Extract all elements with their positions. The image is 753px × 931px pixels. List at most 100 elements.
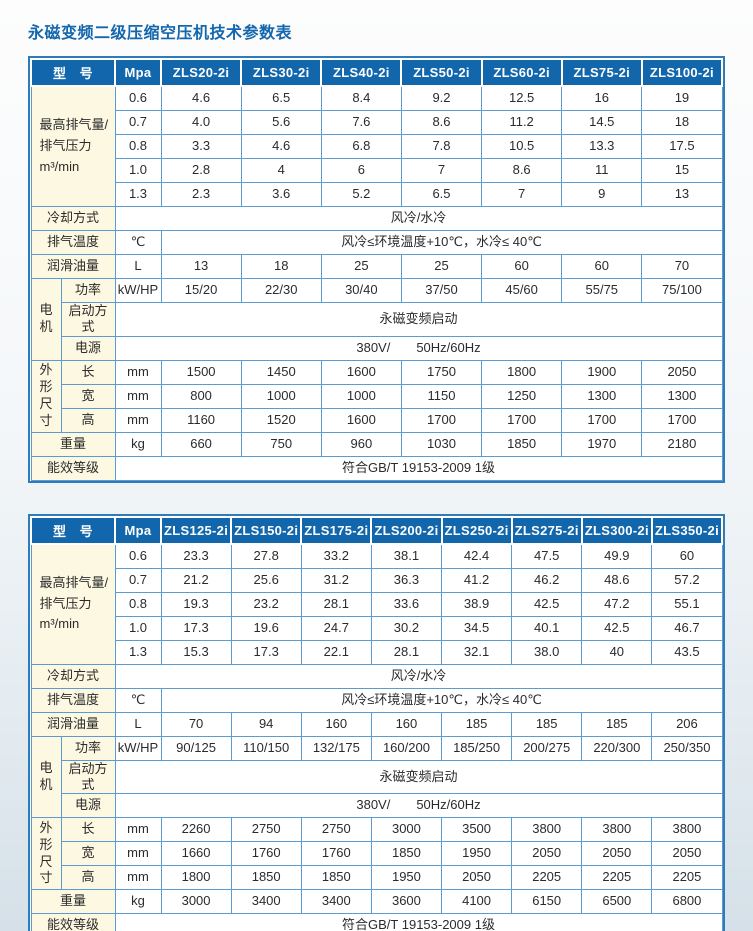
flow-row: 1.0 2.8 4 6 7 8.6 11 15: [31, 158, 723, 183]
dimension-value-cell: 1600: [320, 359, 402, 385]
lubricant-row: 润滑油量 L 13 18 25 25 60 60 70: [30, 254, 723, 279]
dimension-row-label: 宽: [60, 383, 116, 409]
weight-value-cell: 660: [160, 431, 242, 457]
flow-value-cell: 3.6: [240, 182, 322, 207]
model-column-header: ZLS350-2i: [650, 515, 724, 545]
flow-value-cell: 6.5: [240, 85, 322, 111]
flow-value-cell: 10.5: [481, 134, 563, 159]
flow-value-cell: 25.6: [230, 567, 302, 593]
energy-row: 能效等级 符合GB/T 19153-2009 1级: [30, 913, 723, 931]
flow-value-cell: 55.1: [651, 591, 723, 617]
flow-value-cell: 42.5: [511, 591, 583, 617]
lubricant-value-cell: 25: [400, 254, 483, 279]
power-row-label: 功率: [60, 278, 116, 303]
dimension-value-cell: 1850: [230, 865, 302, 890]
motor-group-label: 电 机: [30, 278, 62, 361]
power-value-cell: 22/30: [240, 278, 322, 303]
exhaust-unit-cell: ℃: [114, 230, 162, 255]
flow-value-cell: 19.3: [160, 591, 232, 617]
model-column-header: ZLS60-2i: [480, 58, 563, 87]
weight-value-cell: 6150: [511, 889, 583, 914]
flow-value-cell: 8.4: [320, 85, 402, 111]
lubricant-value-cell: 60: [561, 254, 643, 279]
motor-start-row: 启动方式 永磁变频启动: [31, 302, 723, 337]
power-value-cell: 185/250: [440, 735, 513, 761]
flow-row: 1.3 15.3 17.3 22.1 28.1 32.1 38.0 40 43.5: [31, 639, 723, 665]
power-unit-cell: kW/HP: [114, 278, 162, 303]
flow-value-cell: 32.1: [440, 639, 513, 665]
start-row-label: 启动方式: [60, 302, 116, 337]
dimension-value-cell: 1760: [230, 841, 302, 866]
flow-value-cell: 46.2: [511, 567, 583, 593]
flow-row: 1.3 2.3 3.6 5.2 6.5 7 9 13: [31, 182, 723, 207]
dimension-value-cell: 2750: [300, 817, 372, 842]
dimension-value-cell: 2050: [511, 841, 583, 866]
flow-value-cell: 2.3: [160, 182, 242, 207]
energy-row-label: 能效等级: [30, 913, 116, 931]
dimension-row-label: 高: [60, 407, 116, 433]
start-value-cell: 永磁变频启动: [114, 759, 723, 794]
flow-row-label: 最高排气量/ 排气压力 m³/min: [30, 543, 116, 665]
flow-value-cell: 8.6: [400, 110, 483, 135]
dimension-value-cell: 1000: [240, 383, 322, 409]
flow-value-cell: 46.7: [651, 615, 723, 641]
dimension-value-cell: 1750: [400, 359, 483, 385]
motor-group-label: 电 机: [30, 735, 62, 818]
lubricant-value-cell: 70: [160, 711, 232, 737]
dimension-value-cell: 1950: [440, 841, 513, 866]
exhaust-value-cell: 风冷≤环境温度+10℃，水冷≤ 40℃: [160, 230, 723, 255]
pressure-cell: 1.3: [114, 639, 162, 665]
exhaust-unit-cell: ℃: [114, 687, 162, 713]
cooling-row-label: 冷却方式: [30, 663, 116, 689]
power-value-cell: 110/150: [230, 735, 302, 761]
dimension-value-cell: 2205: [651, 865, 723, 890]
dimension-row-label: 宽: [60, 841, 116, 866]
dimension-length-row: 外 形 尺 寸长 mm 2260 2750 2750 3000 3500 3800 3800 38…: [30, 817, 723, 890]
lubricant-value-cell: 18: [240, 254, 322, 279]
weight-row: 重量 kg 660 750 960 1030 1850 1970 2180: [30, 431, 723, 457]
supply-value-cell: 380V/ 50Hz/60Hz: [114, 793, 723, 818]
dimensions-group-label: 外 形 尺 寸: [30, 359, 62, 433]
model-column-header: ZLS40-2i: [320, 58, 403, 87]
dimension-value-cell: 1850: [370, 841, 443, 866]
model-column-header: ZLS100-2i: [640, 58, 724, 87]
motor-power-row: 电 机功率 kW/HP 15/20 22/30 30/40 37/50 45/60 55/75…: [30, 278, 723, 361]
dimension-value-cell: 2050: [581, 841, 653, 866]
flow-value-cell: 33.2: [300, 543, 372, 569]
flow-value-cell: 7: [400, 158, 483, 183]
model-column-header: ZLS50-2i: [400, 58, 483, 87]
energy-row-label: 能效等级: [30, 455, 116, 481]
dimension-height-row: 高 mm 1160 1520 1600 1700 1700 1700 1700: [31, 407, 723, 433]
flow-value-cell: 42.4: [440, 543, 513, 569]
flow-value-cell: 5.6: [240, 110, 322, 135]
flow-value-cell: 4.6: [240, 134, 322, 159]
page-title: 永磁变频二级压缩空压机技术参数表: [28, 25, 293, 42]
exhaust-row-label: 排气温度: [30, 687, 116, 713]
power-value-cell: 132/175: [300, 735, 372, 761]
flow-row: 0.8 3.3 4.6 6.8 7.8 10.5 13.3 17.5: [31, 134, 723, 159]
flow-value-cell: 9: [561, 182, 643, 207]
flow-value-cell: 23.2: [230, 591, 302, 617]
model-column-header: ZLS275-2i: [510, 515, 583, 545]
dimension-unit-cell: mm: [114, 865, 162, 890]
dimension-value-cell: 1900: [561, 359, 643, 385]
flow-value-cell: 38.9: [440, 591, 513, 617]
flow-value-cell: 42.5: [581, 615, 653, 641]
dimension-value-cell: 1700: [481, 407, 563, 433]
flow-value-cell: 16: [561, 85, 643, 111]
model-column-header: ZLS30-2i: [240, 58, 323, 87]
pressure-cell: 0.7: [114, 567, 162, 593]
flow-value-cell: 36.3: [370, 567, 443, 593]
power-value-cell: 90/125: [160, 735, 232, 761]
motor-power-row: 电 机功率 kW/HP 90/125 110/150 132/175 160/200 185…: [30, 735, 723, 818]
flow-value-cell: 11: [561, 158, 643, 183]
weight-value-cell: 6500: [581, 889, 653, 914]
dimension-value-cell: 2050: [651, 841, 723, 866]
pressure-cell: 1.3: [114, 182, 162, 207]
flow-value-cell: 22.1: [300, 639, 372, 665]
flow-value-cell: 15.3: [160, 639, 232, 665]
model-column-header: ZLS125-2i: [159, 515, 233, 545]
dimension-value-cell: 1700: [400, 407, 483, 433]
power-value-cell: 15/20: [160, 278, 242, 303]
energy-value-cell: 符合GB/T 19153-2009 1级: [114, 913, 723, 931]
